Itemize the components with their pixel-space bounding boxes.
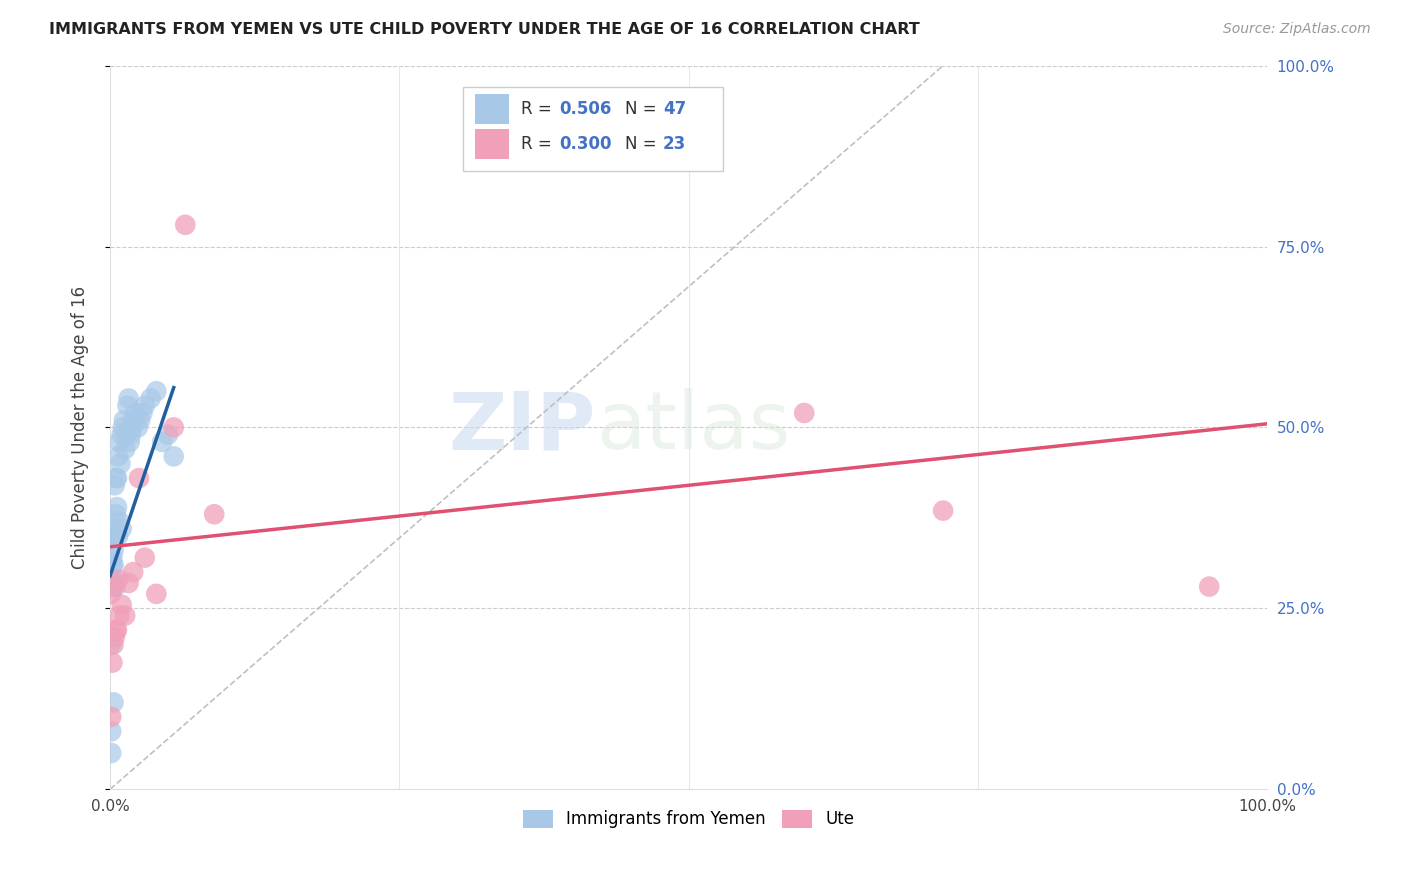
Point — [114, 608, 136, 623]
Point — [134, 550, 156, 565]
Y-axis label: Child Poverty Under the Age of 16: Child Poverty Under the Age of 16 — [72, 285, 89, 569]
Text: 47: 47 — [664, 100, 686, 118]
Point — [111, 522, 134, 536]
Point — [108, 434, 131, 449]
Point — [100, 746, 122, 760]
Text: N =: N = — [624, 100, 662, 118]
Text: 0.506: 0.506 — [560, 100, 612, 118]
FancyBboxPatch shape — [474, 94, 509, 124]
Point — [103, 573, 125, 587]
Point — [111, 598, 134, 612]
Point — [108, 608, 131, 623]
Point — [174, 218, 197, 232]
Point — [118, 434, 141, 449]
Point — [1198, 580, 1220, 594]
Point — [932, 503, 955, 517]
Text: IMMIGRANTS FROM YEMEN VS UTE CHILD POVERTY UNDER THE AGE OF 16 CORRELATION CHART: IMMIGRANTS FROM YEMEN VS UTE CHILD POVER… — [49, 22, 920, 37]
Point — [104, 580, 127, 594]
Point — [104, 623, 127, 637]
Point — [100, 638, 122, 652]
Point — [103, 638, 125, 652]
Point — [121, 420, 143, 434]
Point — [134, 399, 156, 413]
Point — [120, 427, 142, 442]
Point — [108, 515, 131, 529]
Point — [793, 406, 815, 420]
Point — [202, 508, 225, 522]
Text: 23: 23 — [664, 135, 686, 153]
Text: N =: N = — [624, 135, 662, 153]
Point — [105, 471, 128, 485]
Point — [100, 573, 122, 587]
Point — [117, 399, 139, 413]
Point — [104, 508, 127, 522]
Text: Source: ZipAtlas.com: Source: ZipAtlas.com — [1223, 22, 1371, 37]
Point — [150, 434, 173, 449]
Point — [114, 442, 136, 456]
Point — [122, 413, 145, 427]
Point — [110, 457, 132, 471]
Point — [104, 630, 127, 644]
Point — [101, 580, 124, 594]
Point — [107, 529, 129, 543]
Point — [101, 550, 124, 565]
Text: R =: R = — [520, 100, 557, 118]
Text: 0.300: 0.300 — [560, 135, 612, 153]
Point — [105, 500, 128, 514]
Point — [112, 413, 135, 427]
Point — [122, 565, 145, 579]
Point — [117, 392, 139, 406]
Text: R =: R = — [520, 135, 557, 153]
Point — [104, 471, 127, 485]
Text: atlas: atlas — [596, 388, 790, 467]
Point — [103, 558, 125, 572]
Legend: Immigrants from Yemen, Ute: Immigrants from Yemen, Ute — [516, 803, 862, 835]
Point — [104, 522, 127, 536]
Point — [128, 471, 150, 485]
Point — [104, 478, 127, 492]
Point — [100, 724, 122, 739]
Point — [145, 384, 167, 399]
Point — [107, 573, 129, 587]
Point — [131, 406, 153, 420]
Point — [103, 529, 125, 543]
Point — [103, 580, 125, 594]
Point — [111, 427, 134, 442]
Point — [117, 576, 139, 591]
Point — [115, 427, 138, 442]
Point — [100, 710, 122, 724]
Point — [103, 543, 125, 558]
Text: ZIP: ZIP — [449, 388, 596, 467]
Point — [103, 695, 125, 709]
Point — [100, 587, 122, 601]
Point — [145, 587, 167, 601]
Point — [124, 406, 146, 420]
FancyBboxPatch shape — [463, 87, 723, 170]
Point — [105, 623, 128, 637]
Point — [107, 450, 129, 464]
Point — [163, 450, 186, 464]
FancyBboxPatch shape — [474, 128, 509, 159]
Point — [129, 413, 152, 427]
Point — [101, 529, 124, 543]
Point — [163, 420, 186, 434]
Point — [101, 558, 124, 572]
Point — [139, 392, 162, 406]
Point — [101, 656, 124, 670]
Point — [156, 427, 179, 442]
Point — [127, 420, 149, 434]
Point — [111, 420, 134, 434]
